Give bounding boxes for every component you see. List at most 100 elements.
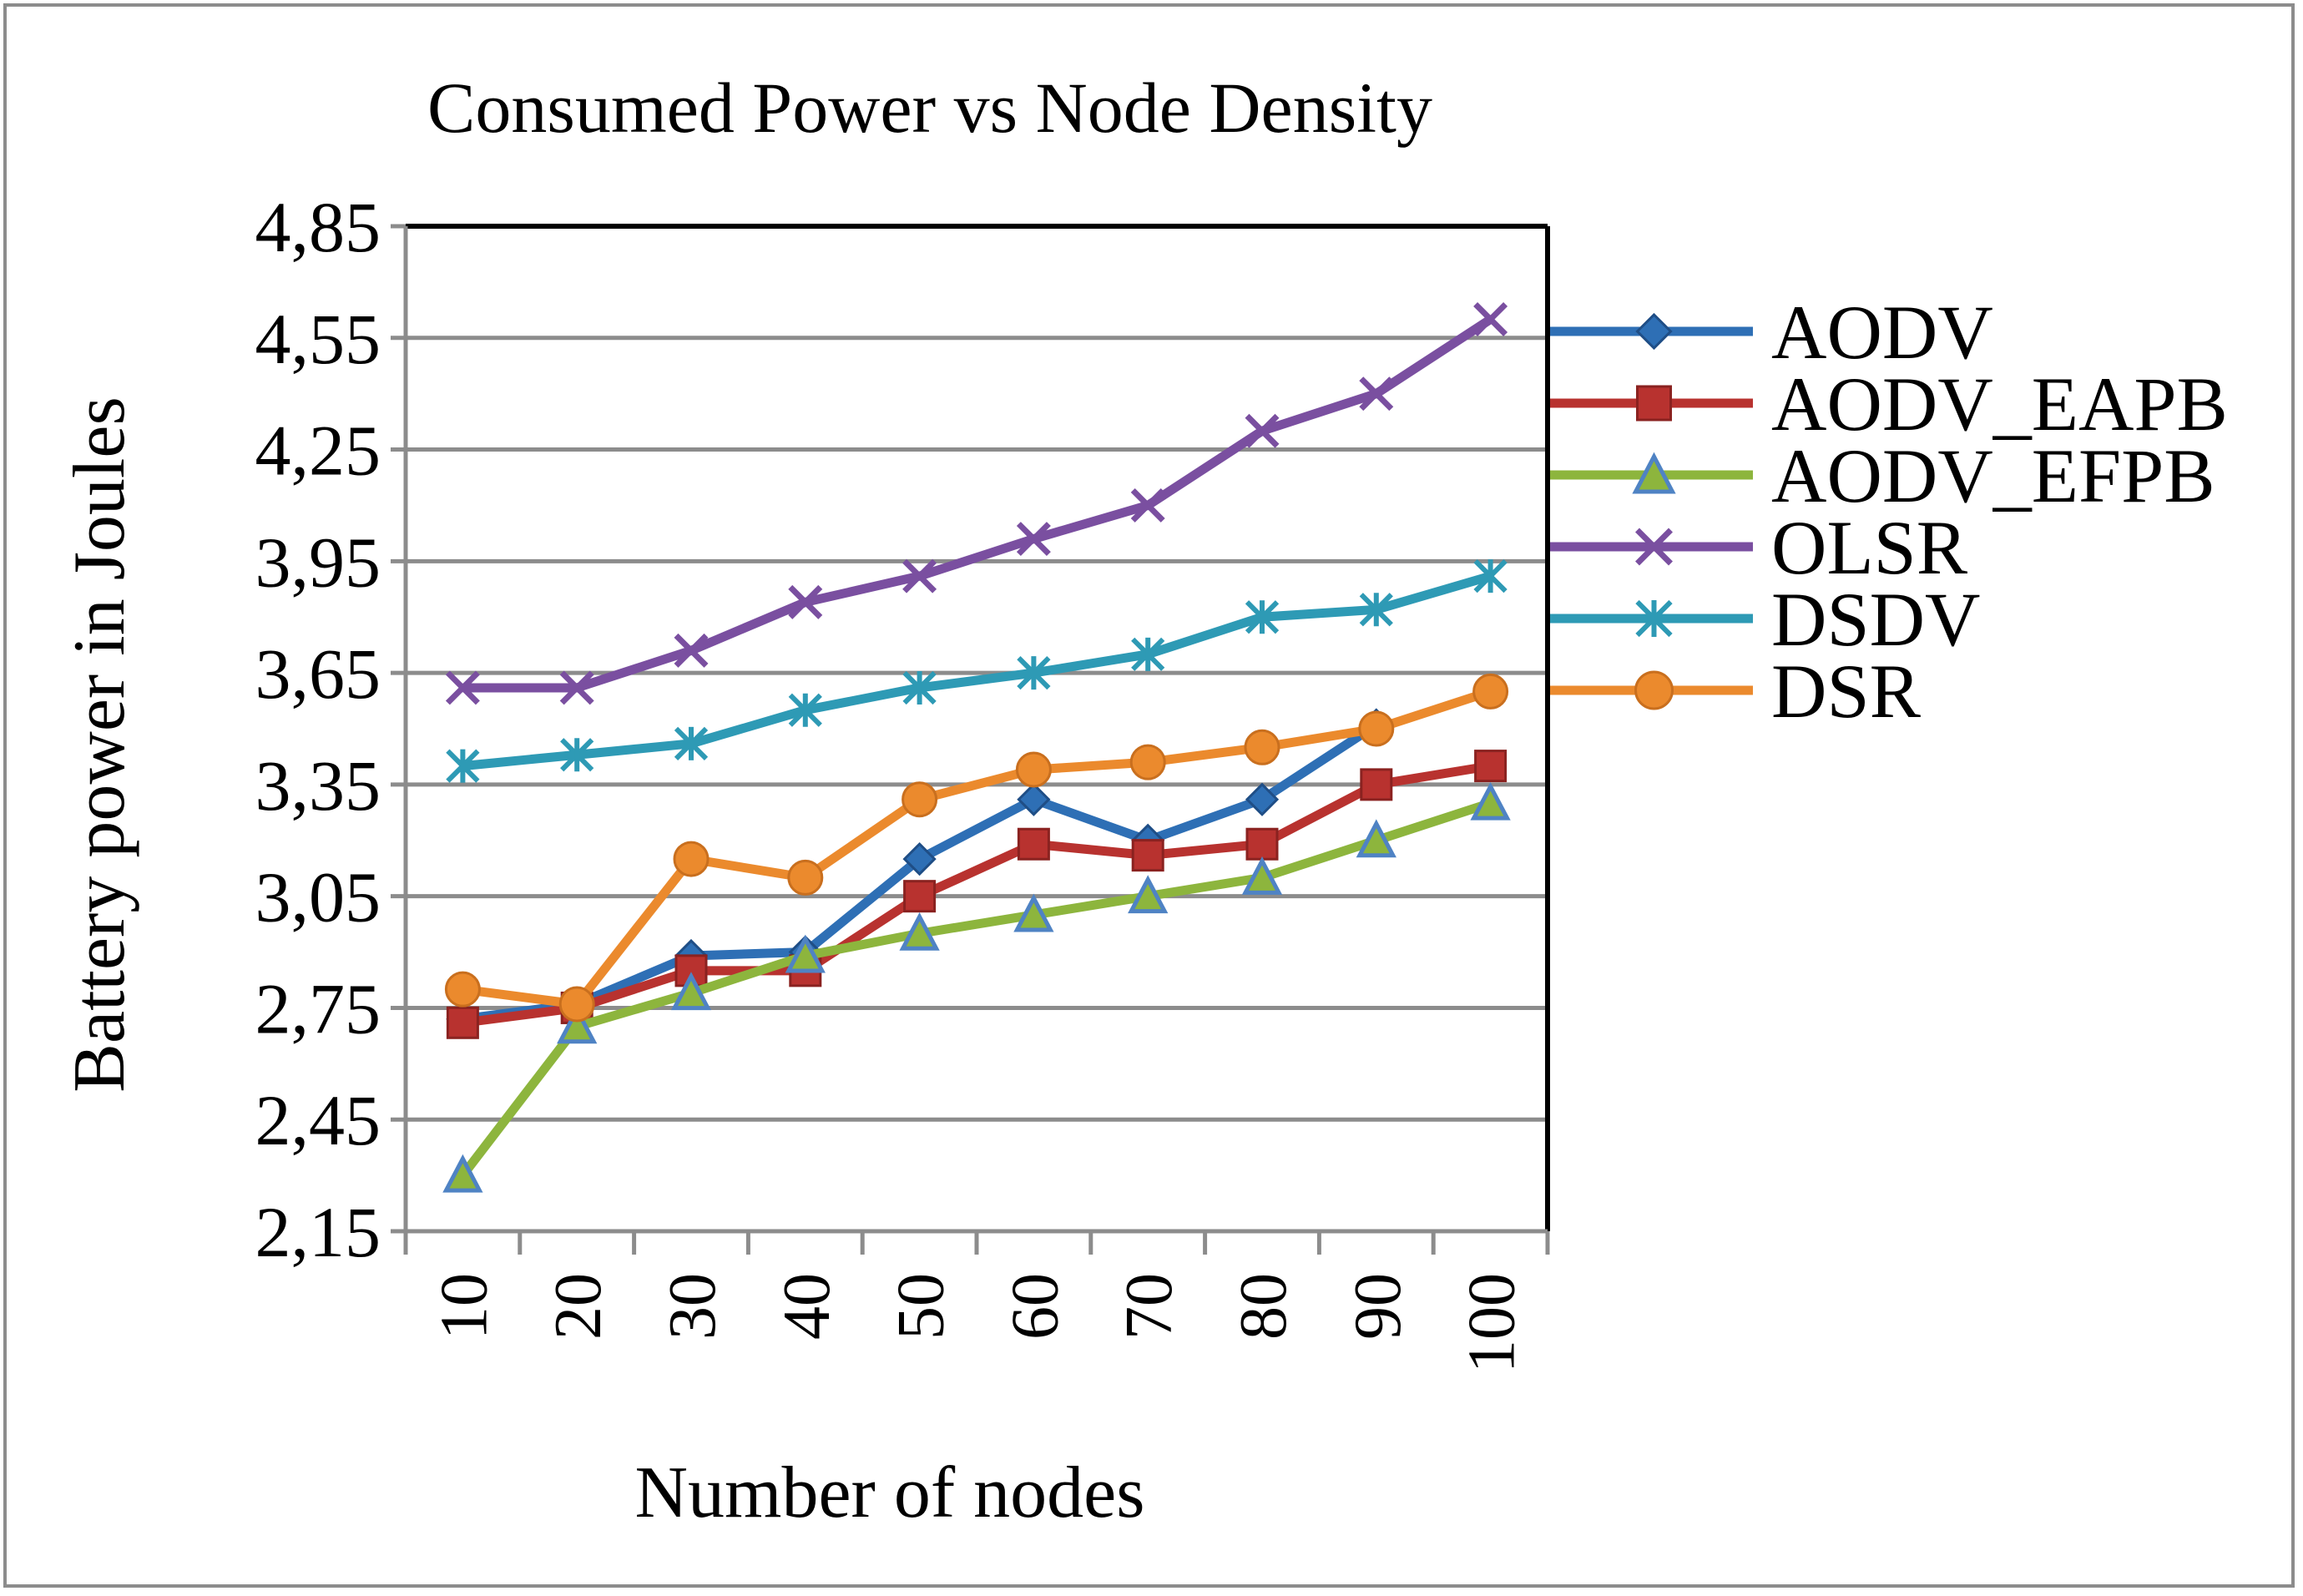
data-point — [1635, 599, 1673, 638]
data-point — [559, 670, 594, 705]
x-tick-label: 70 — [1113, 1273, 1186, 1340]
data-point — [1245, 600, 1280, 634]
x-tick-labels: 10 20 30 40 50 60 70 80 90 100 — [427, 1273, 1528, 1373]
y-axis-title: Battery power in Joules — [59, 396, 140, 1092]
data-point — [1245, 413, 1280, 448]
data-point — [446, 1006, 479, 1039]
data-point — [1244, 729, 1280, 765]
data-point — [1360, 768, 1393, 801]
data-point — [1359, 593, 1393, 627]
legend-label: DSR — [1771, 649, 1922, 734]
data-point — [1634, 670, 1674, 710]
x-tick-label: 100 — [1456, 1273, 1529, 1373]
y-tick-label: 3,65 — [255, 634, 381, 714]
legend-label: AODV_EAPB — [1771, 361, 2228, 447]
series-line — [462, 687, 1492, 1009]
data-point — [899, 912, 940, 951]
data-point — [674, 633, 709, 668]
legend-item: AODV_EFPB — [1550, 433, 2215, 518]
data-point — [1245, 827, 1279, 861]
data-point — [1632, 452, 1676, 494]
data-point — [557, 1005, 598, 1044]
data-point — [1635, 528, 1673, 566]
y-tick-label: 2,15 — [255, 1192, 381, 1272]
data-point — [1017, 827, 1050, 861]
data-point — [1359, 376, 1394, 412]
data-point — [444, 971, 481, 1008]
data-point — [673, 841, 710, 877]
legend-item: DSR — [1550, 649, 1922, 734]
data-point — [670, 972, 712, 1011]
data-point — [1635, 312, 1673, 351]
series-line — [462, 761, 1492, 1028]
data-point — [1131, 839, 1164, 872]
data-point — [445, 670, 480, 705]
data-point — [1128, 875, 1169, 914]
chart-frame — [3, 3, 2295, 1588]
chart-title: Consumed Power vs Node Density — [427, 68, 1432, 148]
y-tick-label: 4,25 — [255, 411, 381, 491]
series-lines — [442, 302, 1511, 1193]
data-point — [1473, 559, 1508, 593]
data-point — [1472, 673, 1509, 710]
data-point — [674, 726, 709, 760]
series-olsr — [445, 302, 1508, 705]
data-point — [1474, 750, 1508, 783]
y-tick-labels: 2,15 2,45 2,75 3,05 3,35 3,65 3,95 4,25 4,55 4,85 — [255, 187, 381, 1272]
data-point — [787, 859, 824, 896]
series-aodv-efpb — [442, 781, 1511, 1193]
data-point — [902, 558, 937, 593]
series-line — [462, 315, 1493, 693]
data-point — [1241, 856, 1283, 895]
legend-label: OLSR — [1771, 505, 1968, 590]
data-point — [1129, 744, 1166, 780]
data-point — [1013, 893, 1054, 932]
data-point — [1017, 782, 1051, 816]
x-tick-label: 10 — [427, 1273, 501, 1340]
data-point — [902, 781, 938, 818]
series-line — [459, 798, 1492, 1179]
y-tick-label: 4,85 — [255, 187, 381, 267]
data-point — [442, 1154, 483, 1193]
y-tick-label: 4,55 — [255, 299, 381, 379]
data-point — [1245, 782, 1280, 816]
series-dsr — [444, 673, 1509, 1023]
legend-label: AODV — [1771, 290, 1993, 375]
data-point — [446, 749, 480, 783]
x-tick-label: 40 — [770, 1273, 844, 1340]
data-point — [1016, 522, 1051, 557]
x-tick-label: 80 — [1227, 1273, 1300, 1340]
legend-label: DSDV — [1771, 577, 1980, 662]
data-point — [785, 934, 826, 973]
legend-item: DSDV — [1550, 577, 1980, 662]
data-point — [1470, 781, 1511, 821]
y-tick-label: 3,35 — [255, 745, 381, 826]
x-axis-title: Number of nodes — [635, 1452, 1145, 1533]
data-point — [902, 841, 937, 876]
x-tick-label: 60 — [998, 1273, 1072, 1340]
legend-item: AODV_EAPB — [1550, 361, 2228, 447]
data-point — [558, 986, 595, 1023]
series-line — [462, 571, 1492, 771]
x-tick-label: 20 — [542, 1273, 615, 1340]
data-point — [903, 880, 937, 913]
axes — [391, 224, 1550, 1255]
legend-item: OLSR — [1550, 505, 1968, 590]
x-tick-label: 30 — [656, 1273, 730, 1340]
data-point — [1015, 751, 1052, 788]
x-tick-label: 90 — [1341, 1273, 1415, 1340]
y-tick-label: 3,95 — [255, 522, 381, 602]
legend-item: AODV — [1550, 290, 1993, 375]
data-point — [1130, 487, 1165, 523]
data-point — [1358, 710, 1395, 747]
y-tick-label: 3,05 — [255, 857, 381, 937]
series-dsdv — [446, 559, 1508, 783]
data-point — [788, 693, 822, 727]
data-point — [1636, 385, 1672, 422]
data-point — [1356, 819, 1396, 858]
x-tick-label: 50 — [885, 1273, 958, 1340]
legend-label: AODV_EFPB — [1771, 433, 2215, 518]
data-point — [560, 738, 594, 772]
data-point — [788, 584, 823, 619]
data-point — [1017, 655, 1051, 690]
